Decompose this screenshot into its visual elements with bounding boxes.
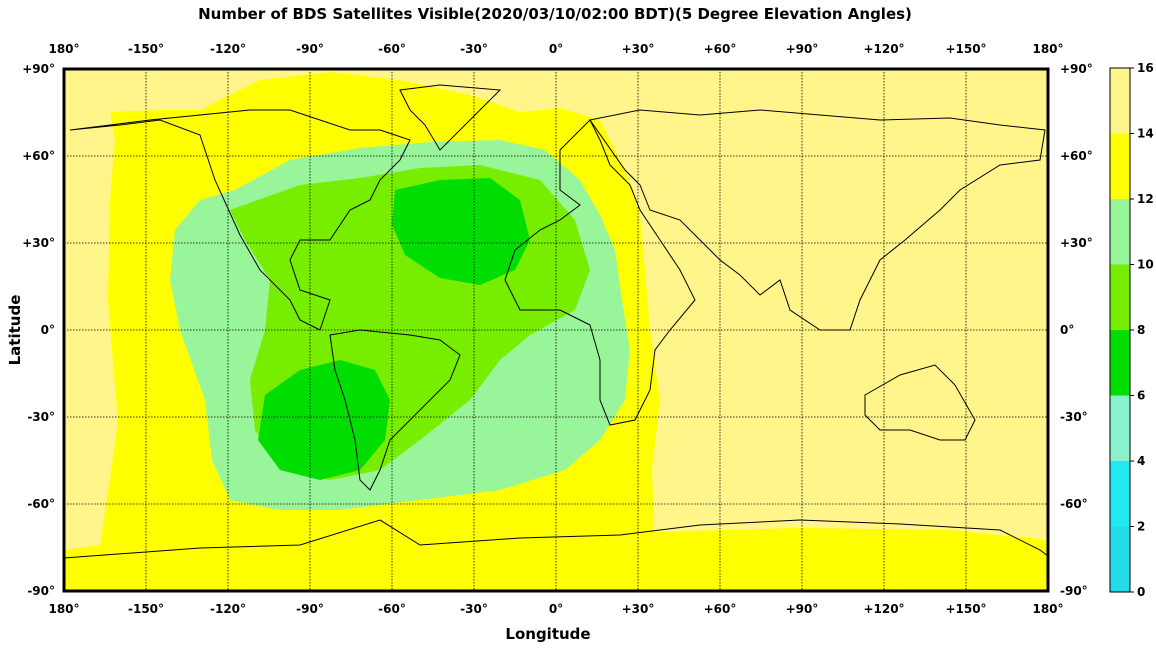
lat-ticks-right: +90° +60° +30° 0° -30° -60° -90° xyxy=(1060,62,1093,598)
lat-tick-label: -60° xyxy=(1060,497,1088,511)
colorbar-tick-label: 14 xyxy=(1137,127,1154,141)
lat-tick-label: -30° xyxy=(1060,410,1088,424)
lon-ticks-top: 180° -150° -120° -90° -60° -30° 0° +30° +60° +90°… xyxy=(48,42,1063,56)
colorbar-band xyxy=(1110,264,1130,330)
lat-tick-label: +60° xyxy=(22,149,55,163)
lon-tick-label: +60° xyxy=(704,602,737,616)
lon-ticks-bottom: 180° -150° -120° -90° -60° -30° 0° +30° +60° +90°… xyxy=(48,602,1063,616)
colorbar-tick-label: 0 xyxy=(1137,585,1145,599)
lon-tick-label: -150° xyxy=(128,42,164,56)
lat-tick-label: +30° xyxy=(22,236,55,250)
colorbar-tick-label: 2 xyxy=(1137,520,1145,534)
lat-ticks-left: +90° +60° +30° 0° -30° -60° -90° xyxy=(22,62,55,598)
colorbar: 0 2 4 6 8 10 12 14 16 xyxy=(1109,61,1154,599)
lon-tick-label: -120° xyxy=(210,602,246,616)
colorbar-tick-label: 6 xyxy=(1137,389,1145,403)
lat-tick-label: -90° xyxy=(27,584,55,598)
lon-tick-label: +120° xyxy=(863,602,904,616)
colorbar-tick-label: 16 xyxy=(1137,61,1154,75)
colorbar-tick-label: 12 xyxy=(1137,192,1154,206)
lon-tick-label: +90° xyxy=(786,602,819,616)
lon-tick-label: -90° xyxy=(296,42,324,56)
coastlines xyxy=(64,84,1048,559)
lon-tick-label: -60° xyxy=(378,42,406,56)
lat-tick-label: -90° xyxy=(1060,584,1088,598)
lon-tick-label: 180° xyxy=(48,42,79,56)
x-axis-label: Longitude xyxy=(505,625,590,643)
lon-tick-label: -120° xyxy=(210,42,246,56)
lat-tick-label: +90° xyxy=(1060,62,1093,76)
colorbar-tick-label: 8 xyxy=(1137,323,1145,337)
lat-tick-label: +30° xyxy=(1060,236,1093,250)
colorbar-band xyxy=(1110,526,1130,592)
lon-tick-label: 180° xyxy=(48,602,79,616)
region-north-atlantic-min xyxy=(392,178,530,285)
map-frame xyxy=(62,67,1050,593)
lat-tick-label: -60° xyxy=(27,497,55,511)
region-south-america-min xyxy=(258,360,390,480)
lon-tick-label: +150° xyxy=(945,42,986,56)
colorbar-band xyxy=(1110,133,1130,199)
coast-north-america xyxy=(69,109,411,331)
lon-tick-label: +30° xyxy=(622,42,655,56)
lon-tick-label: -60° xyxy=(378,602,406,616)
y-axis-label: Latitude xyxy=(6,295,24,366)
lon-tick-label: +60° xyxy=(704,42,737,56)
region-west-pacific-light xyxy=(64,69,118,550)
lon-tick-label: +150° xyxy=(945,602,986,616)
lon-tick-label: 180° xyxy=(1032,602,1063,616)
lon-tick-label: -30° xyxy=(460,602,488,616)
colorbar-band xyxy=(1110,461,1130,527)
colorbar-band xyxy=(1110,395,1130,461)
colorbar-tick-label: 10 xyxy=(1137,258,1154,272)
lat-tick-label: 0° xyxy=(1060,323,1074,337)
lat-tick-label: +90° xyxy=(22,62,55,76)
lon-tick-label: -30° xyxy=(460,42,488,56)
lon-tick-label: 180° xyxy=(1032,42,1063,56)
colorbar-band xyxy=(1110,199,1130,265)
lon-tick-label: -150° xyxy=(128,602,164,616)
lon-tick-label: +120° xyxy=(863,42,904,56)
coast-australia xyxy=(864,364,976,441)
coast-south-america xyxy=(329,329,461,491)
coast-greenland xyxy=(399,84,502,151)
lat-tick-label: +60° xyxy=(1060,149,1093,163)
colorbar-band xyxy=(1110,330,1130,396)
colorbar-band xyxy=(1110,68,1130,134)
lon-tick-label: +90° xyxy=(786,42,819,56)
chart-title: Number of BDS Satellites Visible(2020/03… xyxy=(198,5,912,23)
coast-europe-africa xyxy=(504,119,696,426)
colorbar-tick-label: 4 xyxy=(1137,454,1145,468)
lat-tick-label: -30° xyxy=(27,410,55,424)
graticule xyxy=(64,69,1048,591)
lon-tick-label: -90° xyxy=(296,602,324,616)
coast-antarctica xyxy=(64,519,1048,559)
lon-tick-label: +30° xyxy=(622,602,655,616)
lat-tick-label: 0° xyxy=(41,323,55,337)
lon-tick-label: 0° xyxy=(549,42,563,56)
lon-tick-label: 0° xyxy=(549,602,563,616)
coast-asia xyxy=(589,109,1046,331)
